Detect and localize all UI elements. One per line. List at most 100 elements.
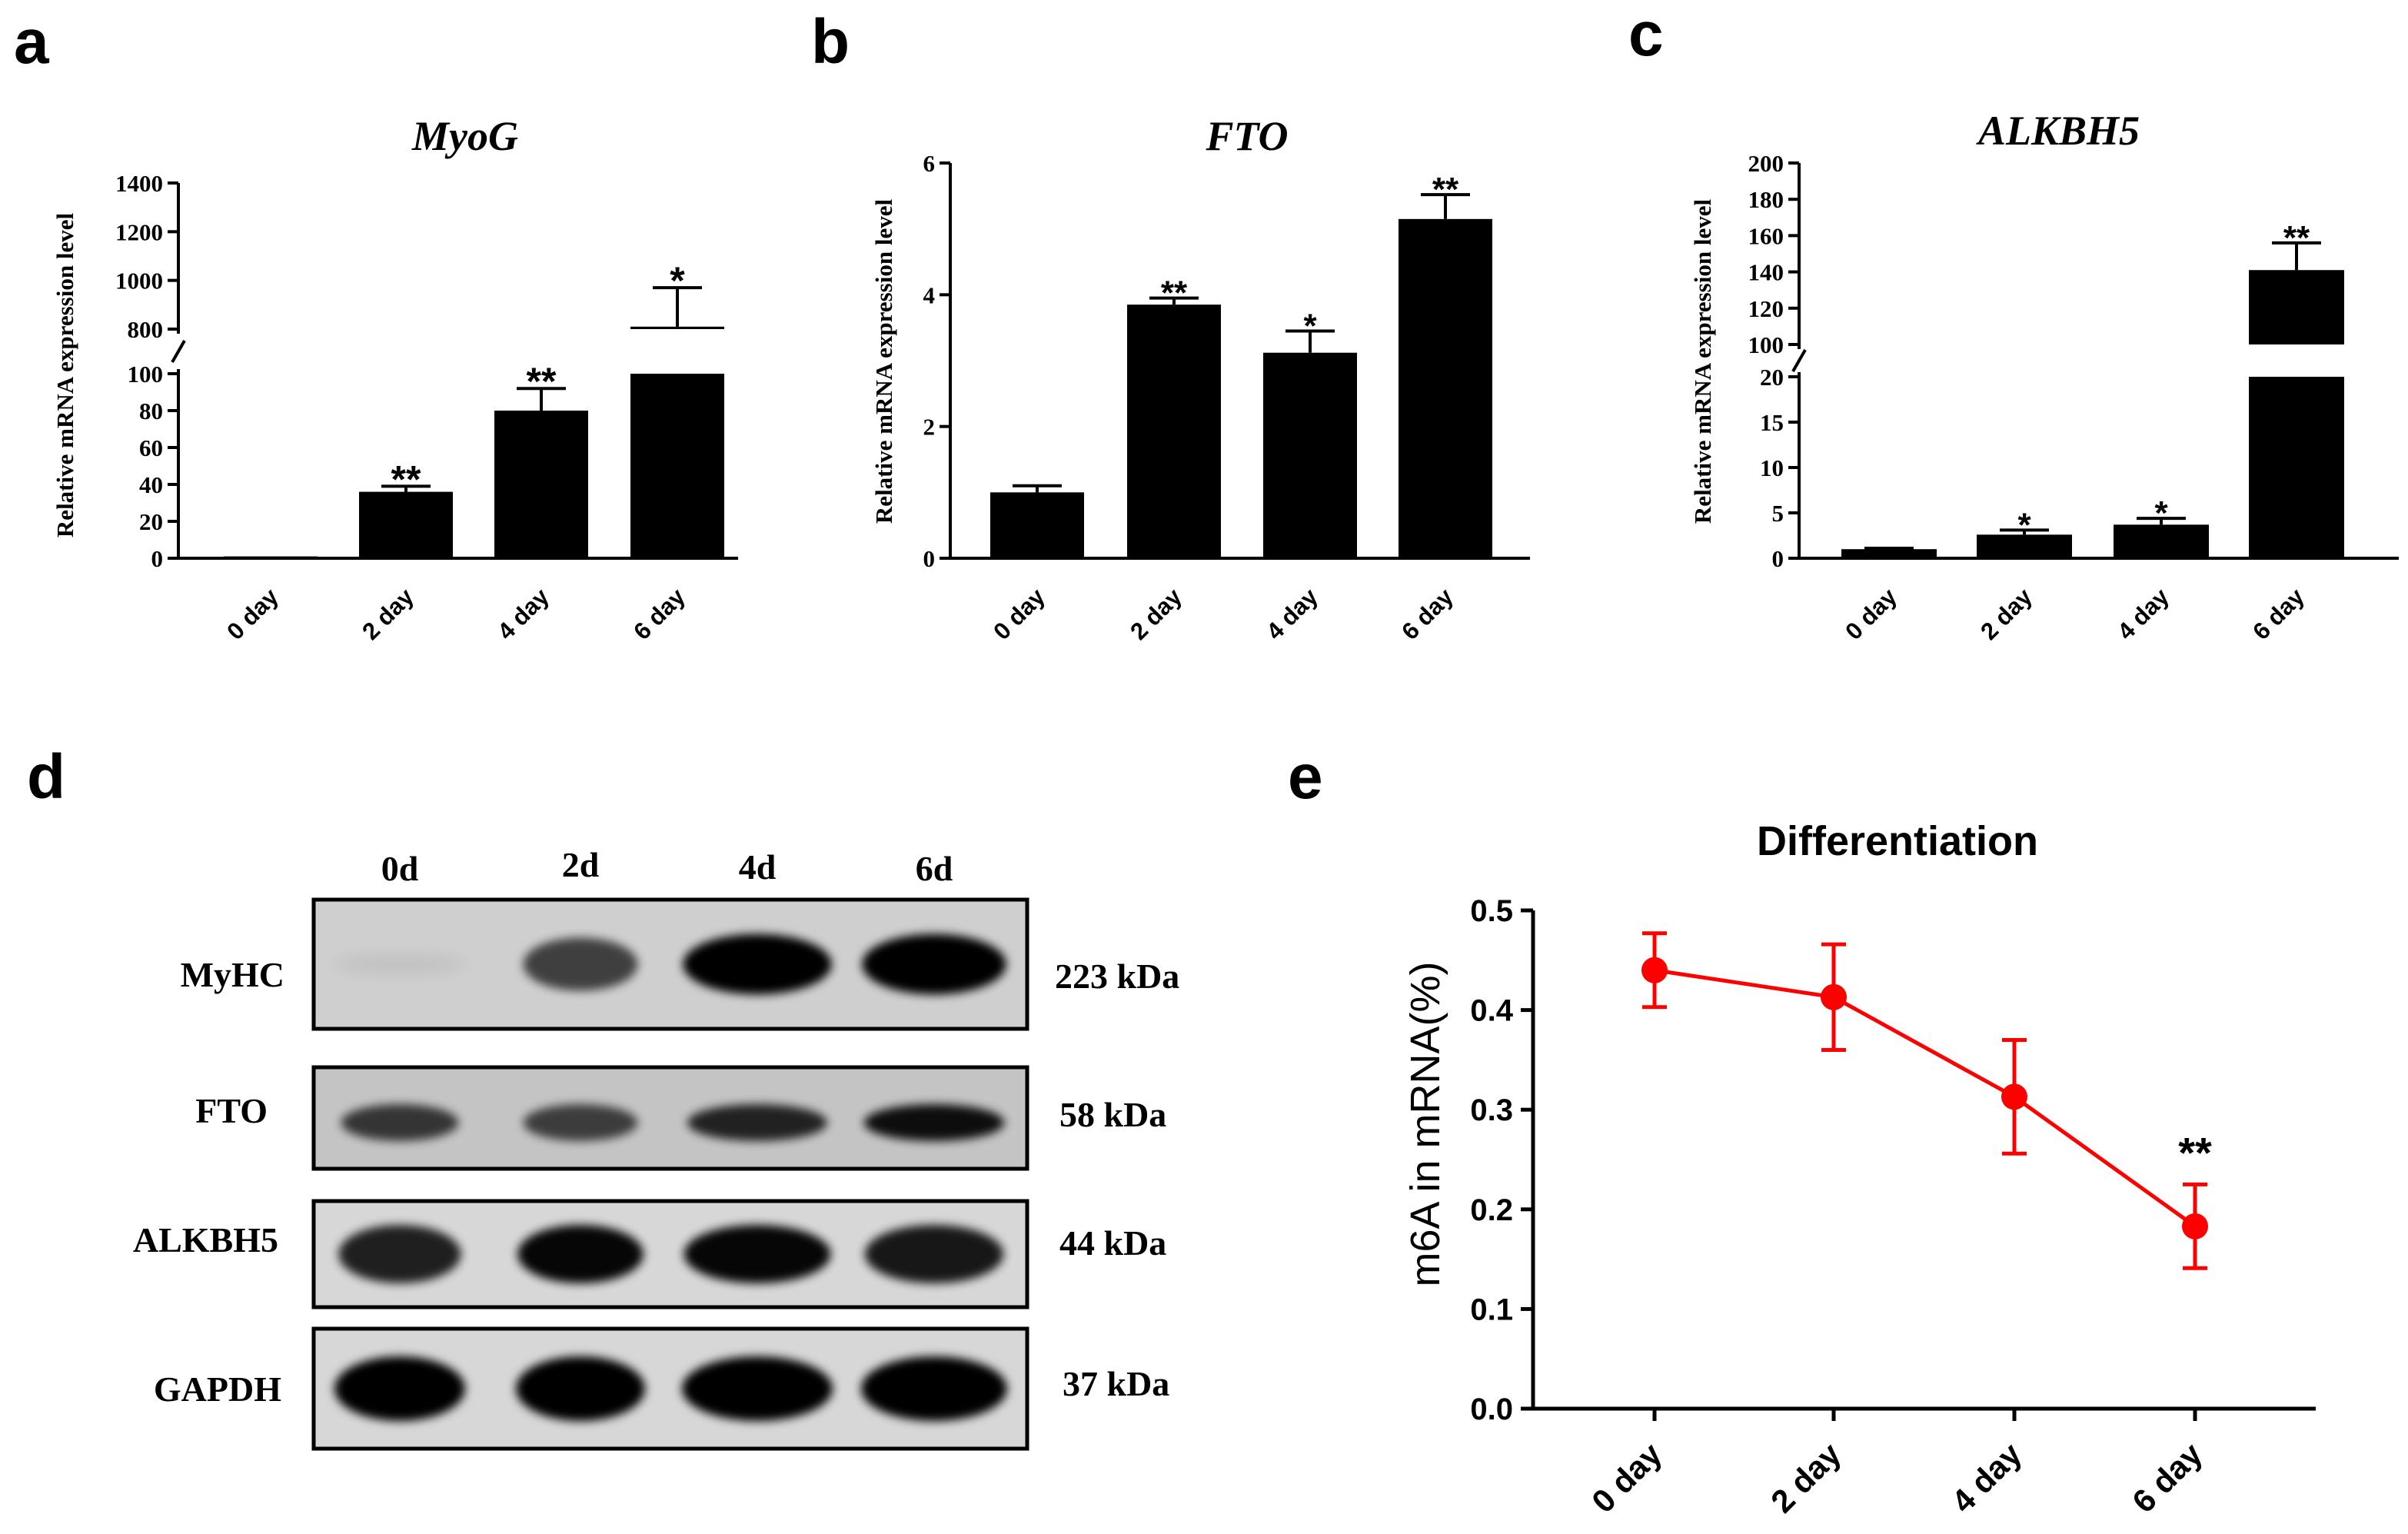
y-tick-label: 5 (1772, 500, 1784, 527)
y-tick-label: 100 (1748, 331, 1784, 358)
y-tick-label: 1000 (115, 268, 163, 294)
data-point-4-day (2001, 1083, 2027, 1110)
panel-letter-c: c (1628, 0, 1664, 69)
panel-c-bars: * *** (1841, 219, 2344, 558)
panel-b-bars: ***** (990, 171, 1492, 558)
y-tick-label: 120 (1748, 295, 1784, 322)
significance-label: * (2017, 506, 2031, 544)
y-tick-label: 2 (923, 414, 936, 441)
y-tick-label: 1200 (115, 218, 163, 245)
panel-letter-e: e (1288, 742, 1323, 812)
y-tick-label: 0.2 (1470, 1193, 1513, 1227)
bar-0-day (990, 492, 1084, 558)
significance-label: ** (527, 360, 557, 403)
bar-upper-6-day (2249, 270, 2344, 344)
data-point-6-day (2182, 1213, 2208, 1240)
blot-frame-GAPDH (311, 1326, 1029, 1451)
panel-c-title: ALKBH5 (1976, 108, 2140, 154)
y-tick-label: 20 (139, 508, 163, 535)
y-tick-label: 1400 (115, 170, 163, 197)
y-tick-label: 40 (139, 471, 163, 498)
significance-label: * (670, 259, 685, 302)
y-tick-label: 80 (139, 398, 163, 424)
panel-letter-a: a (14, 7, 50, 77)
blot-band (683, 1225, 831, 1283)
blot-band (523, 1104, 638, 1141)
lane-label-2d: 2d (562, 845, 600, 884)
y-tick-label: 6 (923, 150, 936, 177)
blot-size-fto: 58 kDa (1059, 1095, 1166, 1134)
panel-b-ylabel: Relative mRNA expression level (870, 199, 897, 524)
series-line (1654, 968, 2197, 1228)
y-tick-label: 0.0 (1470, 1393, 1513, 1426)
y-tick-label: 0 (151, 545, 164, 572)
y-tick-label: 15 (1760, 409, 1784, 436)
bar-4-day (1263, 352, 1357, 558)
y-tick-label: 160 (1748, 222, 1784, 249)
y-tick-label: 0.3 (1470, 1093, 1513, 1127)
bar-4-day (2114, 524, 2209, 558)
significance-label: * (2154, 494, 2168, 532)
panel-b-title: FTO (1205, 113, 1288, 159)
blot-protein-gapdh: GAPDH (154, 1369, 281, 1409)
y-tick-label: 0.1 (1470, 1293, 1513, 1326)
panel-a-title: MyoG (411, 113, 518, 159)
y-tick-label: 200 (1748, 150, 1784, 177)
y-tick-label: 10 (1760, 454, 1784, 481)
lane-label-0d: 0d (381, 849, 419, 888)
blot-band (863, 1104, 1005, 1141)
axis-break-mark (1791, 349, 1807, 372)
bar-upper-6-day (630, 326, 724, 329)
blot-size-alkbh5: 44 kDa (1059, 1223, 1166, 1263)
y-tick-label: 0 (923, 545, 936, 572)
blot-band (687, 1104, 828, 1141)
panel-e-title: Differentiation (1757, 818, 2038, 864)
blot-size-gapdh: 37 kDa (1063, 1364, 1169, 1403)
panel-a-ylabel: Relative mRNA expression level (52, 213, 78, 538)
blot-band (683, 933, 832, 995)
y-tick-label: 0.5 (1470, 894, 1513, 928)
y-tick-label: 60 (139, 434, 163, 461)
bar-2-day (1977, 534, 2072, 558)
significance-label: ** (2178, 1128, 2212, 1176)
blot-band (338, 1225, 461, 1283)
significance-label: ** (2283, 219, 2310, 257)
blot-frame-MyHC (311, 897, 1029, 1031)
panel-letter-b: b (811, 7, 850, 77)
blot-band (862, 933, 1006, 995)
blot-protein-fto: FTO (195, 1091, 268, 1130)
y-tick-label: 0.4 (1470, 994, 1513, 1028)
y-tick-label: 20 (1760, 364, 1784, 391)
y-tick-label: 140 (1748, 259, 1784, 286)
blot-band (523, 937, 638, 991)
bar-0-day (224, 556, 318, 558)
lane-label-6d: 6d (916, 849, 953, 888)
blot-membranes (311, 897, 1029, 1451)
bar-6-day (1399, 218, 1492, 558)
bar-4-day (494, 411, 588, 558)
panel-c-ylabel: Relative mRNA expression level (1689, 199, 1716, 524)
blot-band (682, 1356, 833, 1421)
significance-label: ** (1432, 171, 1459, 208)
panel-e-axes (1521, 908, 2316, 1421)
panel-d-western-blot: 0d 2d 4d 6d MyHC FTO ALKBH5 GAPDH 223 kD… (133, 845, 1179, 1451)
blot-size-myhc: 223 kDa (1055, 957, 1179, 996)
blot-band (334, 1356, 465, 1421)
blot-band (516, 1356, 645, 1421)
significance-label: ** (391, 458, 421, 501)
bar-2-day (359, 491, 453, 558)
panel-e-ylabel: m6A in mRNA(%) (1402, 961, 1448, 1286)
blot-band (341, 1104, 459, 1141)
bar-lower-6-day (2249, 377, 2344, 558)
y-tick-label: 800 (128, 316, 164, 343)
blot-protein-myhc: MyHC (181, 955, 284, 994)
significance-label: * (1303, 307, 1317, 344)
axis-break-mark (171, 340, 186, 363)
panel-a-bars: ***** (224, 259, 724, 558)
panel-letter-d: d (27, 742, 65, 812)
blot-frame-ALKBH5 (311, 1199, 1029, 1309)
blot-band (864, 1225, 1004, 1283)
blot-protein-alkbh5: ALKBH5 (133, 1220, 278, 1259)
y-tick-label: 0 (1772, 545, 1784, 572)
